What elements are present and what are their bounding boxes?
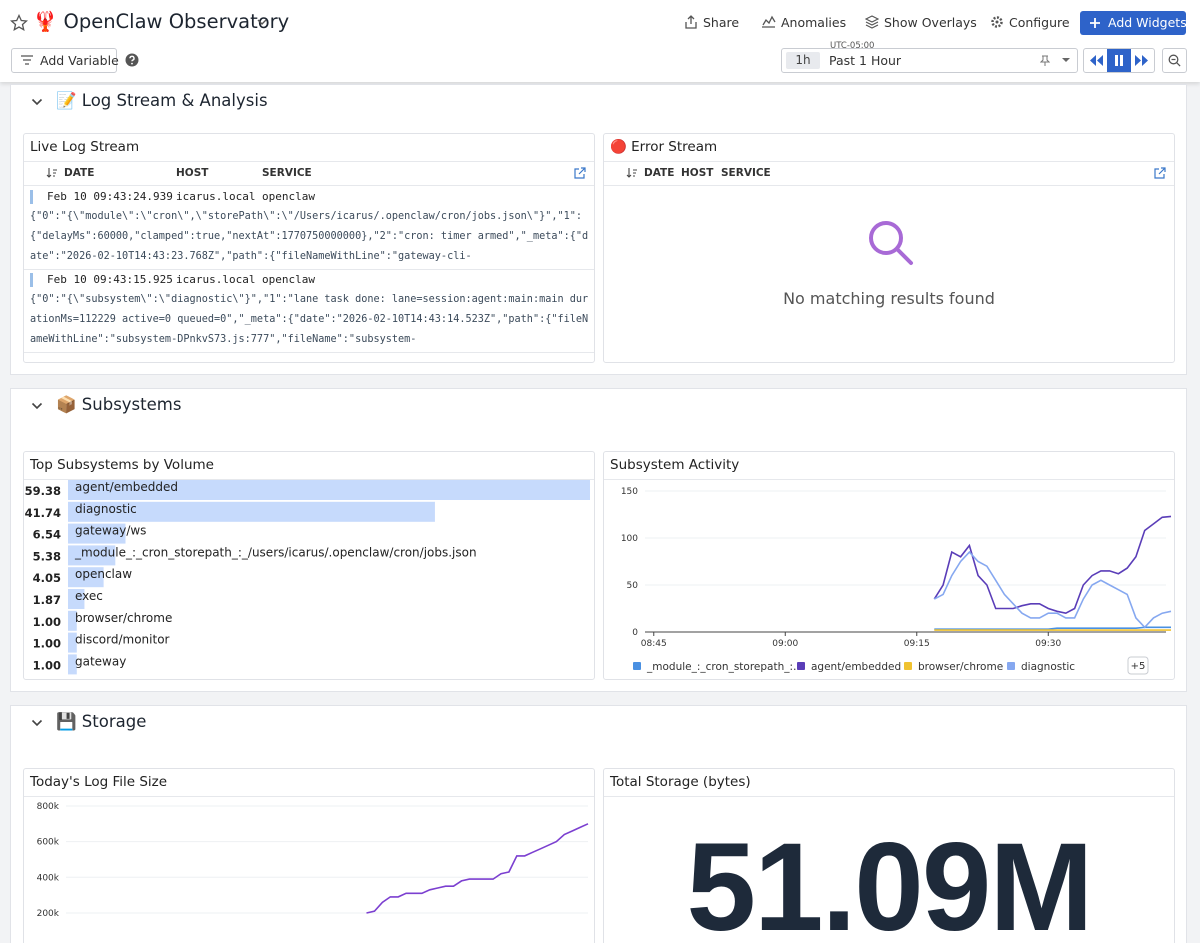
column-header: SERVICE (262, 167, 312, 179)
widget-title: Subsystem Activity (610, 457, 740, 473)
zoom-out-button[interactable] (1162, 48, 1187, 73)
add-variable-button[interactable]: Add Variable (11, 48, 119, 73)
open-link-icon (574, 167, 586, 179)
column-header-row (24, 161, 594, 186)
add-variable-label: Add Variable (40, 53, 119, 68)
add-widgets-label: Add Widgets (1108, 15, 1187, 30)
log-status-bar (30, 273, 33, 287)
playback-controls (1083, 48, 1155, 73)
anomalies-button[interactable]: Anomalies (781, 15, 847, 30)
widget-header (604, 769, 1174, 797)
log-date: Feb 10 09:43:15.925 (47, 273, 173, 286)
log-service: openclaw (262, 273, 315, 286)
widget-title: Live Log Stream (30, 139, 140, 155)
header: 🦞 OpenClaw Observatory Share Anomalies S… (0, 0, 1200, 82)
widget-title: Total Storage (bytes) (610, 774, 751, 790)
plus-icon (1090, 18, 1100, 28)
help-icon[interactable] (125, 53, 139, 67)
widget-card: Top Subsystems by Volume (23, 451, 595, 680)
pin-icon (1040, 55, 1050, 66)
sort-icon (626, 168, 637, 178)
log-message: {"0":"{\"module\":\"cron\",\"storePath\"… (30, 211, 589, 262)
column-header: DATE (64, 167, 95, 179)
section-panel: 📦 Subsystems Top Subsystems by Volume Subs… (10, 388, 1187, 692)
widget-card: Total Storage (bytes) 51.09M (603, 768, 1175, 943)
widget-card: Today's Log File Size (23, 768, 595, 943)
column-header: HOST (681, 167, 714, 179)
picker-caret (1062, 58, 1070, 62)
pause-button[interactable] (1107, 49, 1131, 72)
column-header: HOST (176, 167, 209, 179)
log-status-bar (30, 190, 33, 204)
timezone: UTC-05:00 (830, 41, 875, 51)
section-title[interactable]: 📝 Log Stream & Analysis (56, 91, 268, 110)
widget-header (24, 769, 594, 797)
sort-icon (46, 168, 57, 178)
collapse-chevron (31, 98, 43, 106)
add-widgets-button[interactable]: Add Widgets (1080, 11, 1187, 35)
section-panel: 📝 Log Stream & Analysis Live Log Stream DA… (10, 84, 1187, 375)
empty-search-icon (869, 221, 913, 265)
section-panel: 💾 Storage Today's Log File Size Total Stor… (10, 705, 1187, 943)
widget-card: 🔴 Error Stream DATE HOST SERVICE No matching… (603, 133, 1175, 363)
collapse-chevron (31, 402, 43, 410)
star-icon[interactable] (10, 14, 28, 32)
widget-header (604, 134, 1174, 162)
dashboard-title[interactable]: 🦞 OpenClaw Observatory (33, 10, 290, 33)
overlays-button[interactable]: Show Overlays (884, 15, 977, 30)
anomalies-icon (762, 15, 776, 28)
log-service: openclaw (262, 190, 315, 203)
log-host: icarus.local (176, 273, 256, 286)
widget-title: Today's Log File Size (30, 774, 168, 790)
share-button[interactable]: Share (703, 15, 740, 30)
forward-button[interactable] (1135, 55, 1149, 66)
widget-card: Live Log Stream DATE HOST SERVICE Feb 10 09:… (23, 133, 595, 363)
log-date: Feb 10 09:43:24.939 (47, 190, 173, 203)
configure-icon (991, 16, 1003, 28)
log-entry: Feb 10 09:43:24.939 icarus.local openclaw {… (24, 186, 594, 270)
rewind-button[interactable] (1089, 55, 1103, 66)
log-message: {"0":"{\"subsystem\":\"diagnostic\"}","1… (30, 294, 589, 345)
section-title[interactable]: 💾 Storage (56, 712, 147, 731)
collapse-chevron (31, 719, 43, 727)
overlays-icon (865, 15, 879, 29)
widget-header (24, 134, 594, 162)
column-header: DATE (644, 167, 675, 179)
widget-card: Subsystem Activity (603, 451, 1175, 680)
widget-header (24, 452, 594, 480)
log-entry: Feb 10 09:43:15.925 icarus.local openclaw {… (24, 269, 594, 353)
widget-title: Top Subsystems by Volume (30, 457, 214, 473)
log-host: icarus.local (176, 190, 256, 203)
column-header: SERVICE (721, 167, 771, 179)
column-header-row (604, 161, 1174, 186)
configure-button[interactable]: Configure (1009, 15, 1070, 30)
widget-title: 🔴 Error Stream (610, 139, 718, 155)
widget-header (604, 452, 1174, 480)
time-short: 1h (786, 52, 820, 69)
filter-icon (21, 55, 33, 65)
empty-text: No matching results found (783, 289, 995, 308)
share-icon (685, 15, 697, 29)
big-number: 51.09M (686, 818, 1094, 943)
section-title[interactable]: 📦 Subsystems (56, 395, 182, 414)
time-picker[interactable]: 1h Past 1 Hour (781, 48, 1078, 73)
time-range: Past 1 Hour (829, 53, 902, 68)
open-link-icon (1154, 167, 1166, 179)
pause-icon (1115, 55, 1123, 66)
zoom-icon (1168, 54, 1181, 67)
title-caret[interactable] (256, 17, 268, 27)
